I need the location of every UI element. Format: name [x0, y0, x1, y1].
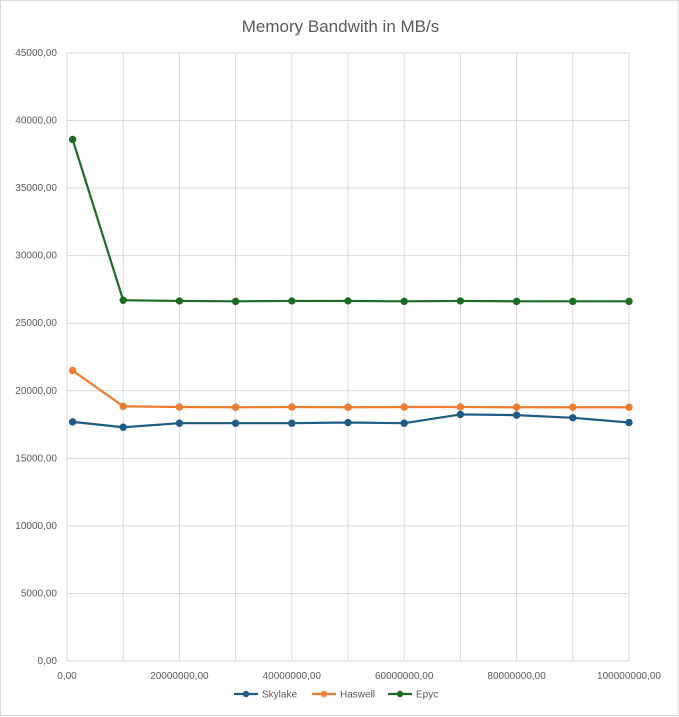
data-point-haswell: [288, 403, 296, 411]
data-point-skylake: [456, 410, 465, 419]
y-tick-label: 20000,00: [15, 386, 57, 397]
data-point-haswell: [68, 366, 77, 375]
data-point-haswell: [625, 403, 633, 411]
data-point-epyc: [288, 297, 296, 305]
legend-label-haswell: Haswell: [340, 690, 375, 701]
data-point-skylake: [400, 419, 408, 427]
legend-item-epyc: Epyc: [388, 690, 438, 701]
chart-title: Memory Bandwith in MB/s: [241, 17, 440, 36]
series-line-epyc: [71, 139, 629, 303]
data-point-haswell: [400, 403, 408, 411]
y-tick-label: 5000,00: [21, 588, 58, 599]
data-point-epyc: [344, 297, 352, 305]
y-tick-label: 35000,00: [15, 183, 57, 194]
series-layer: [68, 135, 633, 431]
y-tick-label: 45000,00: [15, 48, 57, 59]
legend-marker-haswell: [320, 690, 328, 698]
data-point-skylake: [68, 418, 77, 426]
legend-item-haswell: Haswell: [312, 690, 375, 701]
y-tick-label: 25000,00: [15, 318, 57, 329]
data-point-haswell: [119, 402, 127, 411]
x-tick-label: 60000000,00: [375, 671, 434, 682]
data-point-epyc: [569, 297, 577, 306]
series-haswell: [68, 366, 633, 411]
x-tick-label: 80000000,00: [487, 671, 546, 682]
x-tick-label: 40000000,00: [263, 671, 322, 682]
data-point-epyc: [625, 297, 633, 306]
grid-layer: [66, 52, 630, 662]
data-point-haswell: [175, 403, 184, 411]
data-point-epyc: [456, 297, 465, 305]
y-tick-label: 40000,00: [15, 116, 57, 127]
legend: Skylake Haswell Epyc: [234, 690, 438, 701]
data-point-epyc: [231, 297, 240, 306]
legend-label-skylake: Skylake: [262, 690, 297, 701]
data-point-haswell: [456, 403, 465, 411]
x-tick-label: 100000000,00: [597, 671, 661, 682]
series-skylake: [68, 410, 633, 431]
legend-marker-epyc: [396, 690, 404, 698]
tick-layer: 0,00 5000,00 10000,00 15000,00 20000,00 25000…: [15, 48, 661, 682]
data-point-epyc: [119, 296, 127, 304]
data-point-skylake: [625, 418, 633, 427]
data-point-haswell: [344, 403, 352, 411]
data-point-skylake: [569, 414, 577, 422]
y-tick-label: 0,00: [38, 656, 58, 667]
y-tick-label: 10000,00: [15, 521, 57, 532]
data-point-haswell: [569, 403, 577, 411]
x-tick-label: 0,00: [57, 671, 77, 682]
data-point-haswell: [231, 403, 240, 411]
series-epyc: [68, 135, 633, 306]
data-point-epyc: [400, 297, 408, 306]
legend-label-epyc: Epyc: [416, 690, 438, 701]
legend-marker-skylake: [242, 690, 250, 698]
series-line-haswell: [71, 369, 629, 409]
legend-item-skylake: Skylake: [234, 690, 297, 701]
data-point-epyc: [512, 297, 521, 306]
y-tick-label: 30000,00: [15, 251, 57, 262]
data-point-skylake: [175, 419, 184, 427]
x-tick-label: 20000000,00: [150, 671, 209, 682]
data-point-skylake: [119, 423, 127, 431]
data-point-skylake: [288, 419, 296, 427]
data-point-skylake: [231, 419, 240, 427]
data-point-skylake: [512, 411, 521, 419]
data-point-haswell: [512, 403, 521, 411]
data-point-skylake: [344, 418, 352, 427]
data-point-epyc: [175, 297, 184, 305]
y-tick-label: 15000,00: [15, 453, 57, 464]
data-point-epyc: [68, 135, 77, 144]
